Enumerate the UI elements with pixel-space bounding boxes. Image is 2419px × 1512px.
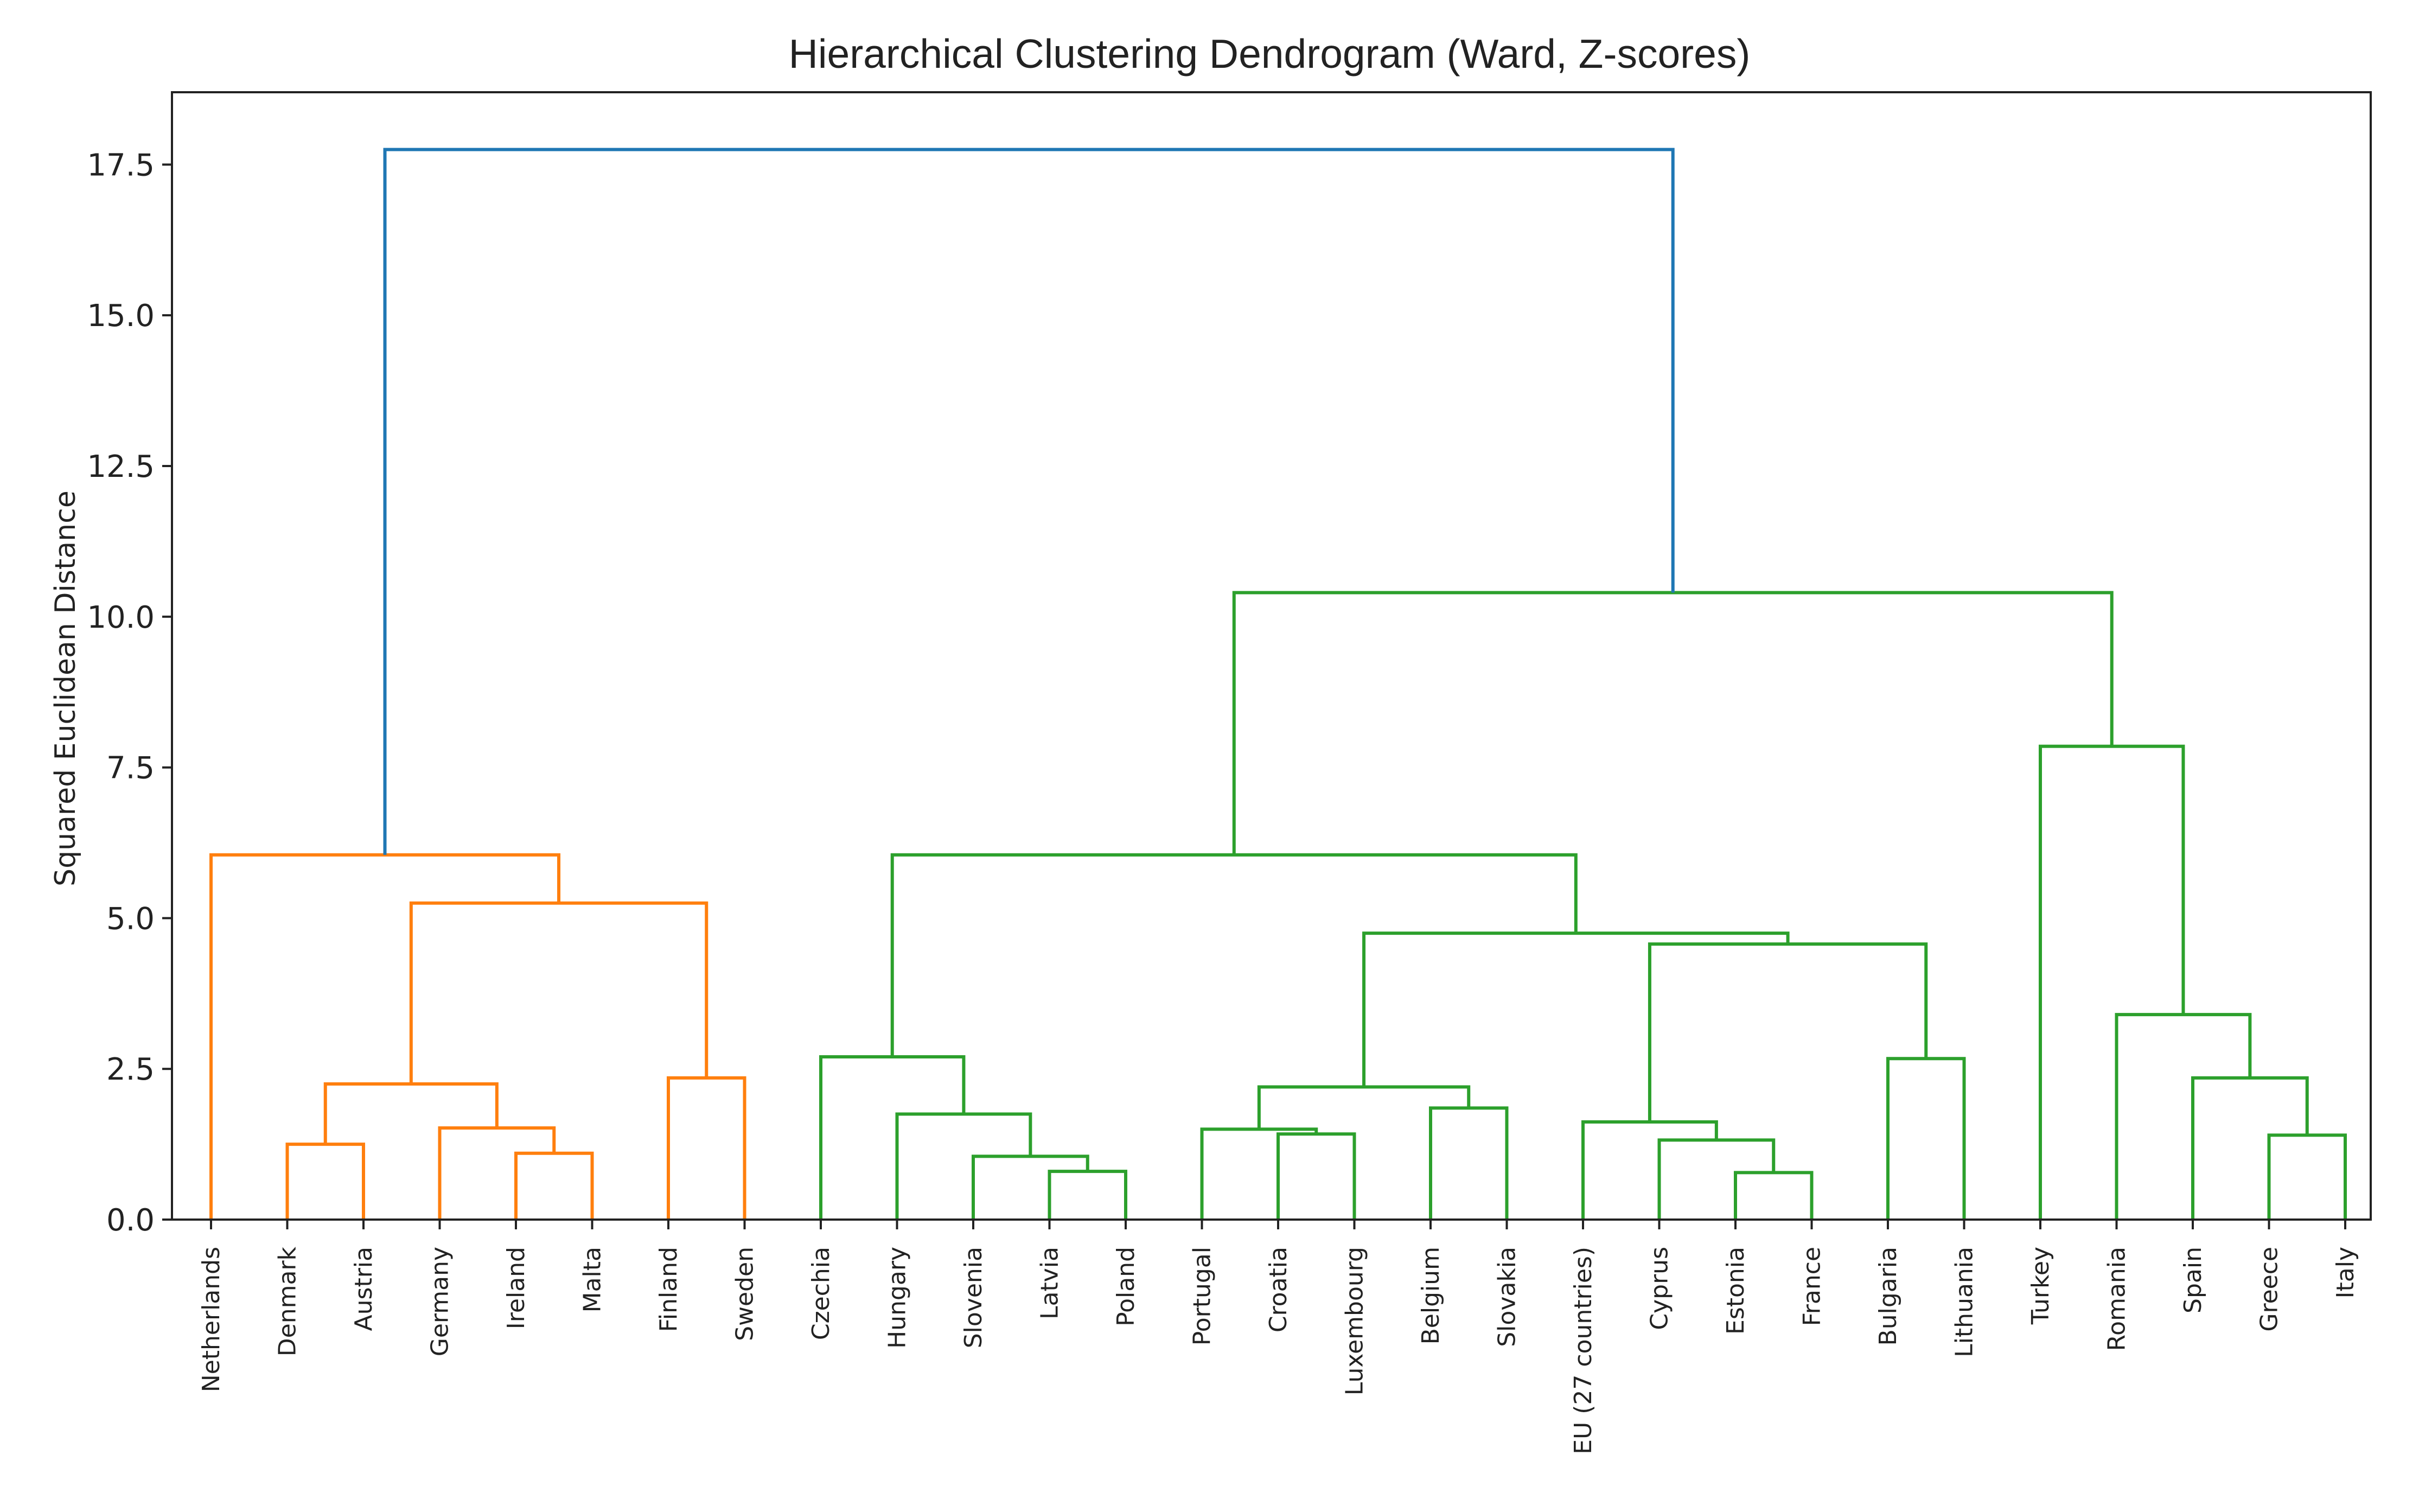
dendrogram-link-m10 bbox=[895, 1112, 1032, 1220]
dendrogram-link-m24 bbox=[2191, 1076, 2309, 1220]
dendrogram-link-m28 bbox=[383, 148, 1675, 855]
dendrogram-link-m12 bbox=[1276, 1132, 1356, 1220]
dendrogram-link-m3 bbox=[438, 1126, 556, 1220]
y-tick-label: 15.0 bbox=[87, 298, 155, 334]
chart-title: Hierarchical Clustering Dendrogram (Ward… bbox=[789, 31, 1751, 76]
leaf-label-lithuania: Lithuania bbox=[1951, 1247, 1978, 1357]
leaf-label-malta: Malta bbox=[579, 1247, 607, 1312]
dendrogram-link-m19 bbox=[1886, 1057, 1966, 1220]
y-tick-label: 5.0 bbox=[106, 901, 155, 936]
leaf-label-austria: Austria bbox=[350, 1247, 378, 1331]
dendrogram-link-m9 bbox=[972, 1154, 1089, 1220]
y-tick-label: 7.5 bbox=[106, 751, 155, 786]
leaf-label-ireland: Ireland bbox=[502, 1247, 530, 1329]
dendrogram-link-m7 bbox=[209, 853, 561, 1220]
leaf-label-denmark: Denmark bbox=[274, 1246, 302, 1356]
dendrogram-link-m22 bbox=[890, 853, 1578, 1057]
dendrogram-link-m11 bbox=[819, 1055, 966, 1220]
leaf-label-portugal: Portugal bbox=[1189, 1247, 1216, 1345]
dendrogram-link-m4 bbox=[323, 1082, 499, 1145]
leaf-label-slovenia: Slovenia bbox=[960, 1247, 987, 1348]
dendrogram-link-m20 bbox=[1648, 942, 1928, 1122]
dendrogram-link-m5 bbox=[667, 1076, 746, 1220]
leaf-label-finland: Finland bbox=[655, 1247, 682, 1332]
leaf-label-germany: Germany bbox=[426, 1247, 454, 1356]
leaf-label-latvia: Latvia bbox=[1036, 1247, 1064, 1319]
dendrogram-link-m23 bbox=[2267, 1133, 2347, 1220]
y-axis-label: Squared Euclidean Distance bbox=[49, 490, 82, 886]
y-tick-label: 0.0 bbox=[106, 1203, 155, 1238]
y-tick-label: 10.0 bbox=[87, 600, 155, 635]
dendrogram-link-m8 bbox=[1048, 1170, 1127, 1220]
dendrogram-link-m26 bbox=[2039, 744, 2185, 1220]
dendrogram-link-m27 bbox=[1232, 591, 2114, 855]
leaf-label-bulgaria: Bulgaria bbox=[1874, 1247, 1902, 1345]
dendrogram-links bbox=[209, 148, 2347, 1220]
leaf-label-turkey: Turkey bbox=[2027, 1247, 2054, 1325]
plot-frame bbox=[171, 91, 2372, 1221]
leaf-labels: Netherlands Denmark Austria Germany Ireland M… bbox=[197, 1220, 2359, 1454]
y-axis-ticks: 0.0 2.5 5.0 7.5 10.0 12.5 15.0 17.5 bbox=[87, 148, 172, 1238]
leaf-label-belgium: Belgium bbox=[1417, 1247, 1445, 1344]
y-tick-label: 2.5 bbox=[106, 1052, 155, 1087]
leaf-label-luxembourg: Luxembourg bbox=[1341, 1247, 1369, 1395]
leaf-label-cyprus: Cyprus bbox=[1646, 1247, 1674, 1330]
dendrogram-link-m2 bbox=[514, 1151, 594, 1220]
dendrogram-link-m17 bbox=[1657, 1138, 1776, 1220]
y-tick-label: 17.5 bbox=[87, 148, 155, 183]
leaf-label-greece: Greece bbox=[2256, 1247, 2283, 1332]
dendrogram-link-m21 bbox=[1362, 932, 1790, 1087]
dendrogram-link-m14 bbox=[1429, 1106, 1509, 1220]
leaf-label-czechia: Czechia bbox=[807, 1247, 835, 1340]
dendrogram-link-m1 bbox=[285, 1143, 365, 1220]
leaf-label-eu-27-countries: EU (27 countries) bbox=[1569, 1247, 1597, 1454]
leaf-label-croatia: Croatia bbox=[1265, 1247, 1292, 1332]
leaf-label-netherlands: Netherlands bbox=[197, 1247, 225, 1392]
dendrogram-link-m13 bbox=[1200, 1127, 1318, 1220]
leaf-label-italy: Italy bbox=[2332, 1247, 2359, 1298]
leaf-label-slovakia: Slovakia bbox=[1493, 1247, 1521, 1347]
leaf-label-estonia: Estonia bbox=[1722, 1247, 1750, 1335]
leaf-label-france: France bbox=[1798, 1247, 1826, 1326]
y-tick-label: 12.5 bbox=[87, 449, 155, 484]
leaf-label-sweden: Sweden bbox=[731, 1247, 759, 1341]
leaf-label-spain: Spain bbox=[2179, 1247, 2207, 1313]
leaf-label-romania: Romania bbox=[2103, 1247, 2131, 1351]
dendrogram-link-m16 bbox=[1734, 1171, 1814, 1220]
dendrogram-link-m6 bbox=[409, 901, 709, 1084]
dendrogram-link-m18 bbox=[1581, 1120, 1718, 1220]
dendrogram-link-m15 bbox=[1257, 1085, 1471, 1130]
dendrogram-link-m25 bbox=[2115, 1013, 2252, 1220]
leaf-label-hungary: Hungary bbox=[884, 1247, 911, 1349]
leaf-label-poland: Poland bbox=[1112, 1247, 1140, 1326]
